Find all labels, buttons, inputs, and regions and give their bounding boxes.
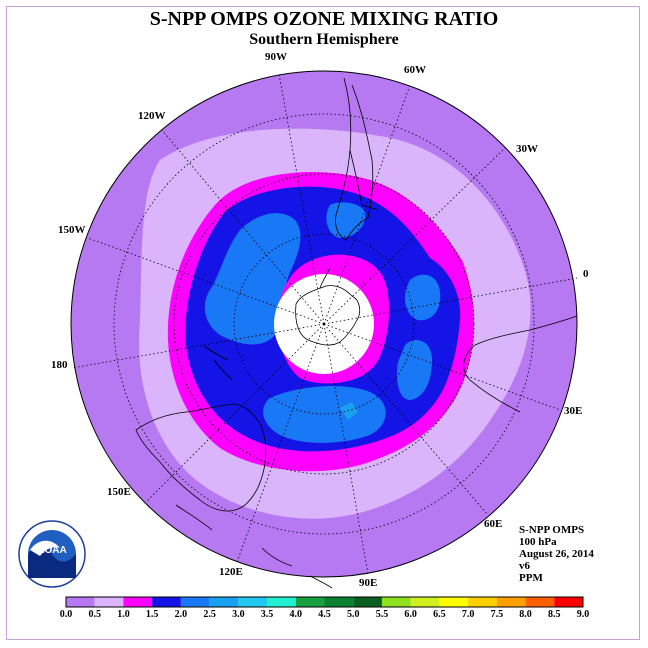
info-block: S-NPP OMPS 100 hPa August 26, 2014 v6 PP…: [519, 524, 594, 584]
lon-label-150w: 150W: [58, 224, 86, 236]
meridian: [71, 323, 325, 369]
colorbar-tick-label: 6.5: [433, 609, 446, 620]
colorbar-tick-label: 0.0: [59, 609, 73, 620]
ozone-band-2.0-east2: [396, 340, 432, 400]
info-date: August 26, 2014: [519, 548, 594, 560]
colorbar-tick-label: 3.5: [260, 609, 274, 620]
colorbar-tick-label: 7.0: [461, 609, 475, 620]
ozone-band-2.5-spot: [340, 402, 358, 420]
colorbar-tick-label: 1.0: [117, 609, 130, 620]
colorbar-swatch: [209, 597, 239, 607]
colorbar-tick-label: 3.0: [232, 609, 245, 620]
latitude-circle: [113, 113, 535, 535]
graticule: [71, 73, 578, 575]
info-pressure-level: 100 hPa: [519, 536, 557, 548]
coastline-antarctica: [295, 285, 361, 346]
colorbar-tick-label: 2.0: [174, 609, 188, 620]
info-instrument: S-NPP OMPS: [519, 524, 585, 536]
ozone-band-2.0-south: [263, 386, 386, 443]
ozone-band-2.0-north: [326, 202, 366, 238]
colorbar-swatch: [295, 597, 325, 607]
map-boundary: [70, 70, 578, 578]
colorbar-swatch: [66, 597, 95, 607]
colorbar-tick-label: 5.5: [375, 609, 389, 620]
colorbar-tick-label: 1.5: [145, 609, 159, 620]
colorbar-tick-label: 2.5: [203, 609, 216, 620]
info-version: v6: [519, 560, 530, 572]
figure-frame: [6, 6, 640, 640]
lon-label-120w: 120W: [138, 110, 166, 122]
coastline-africa: [463, 315, 578, 413]
colorbar-border: [65, 596, 584, 608]
colorbar-swatch: [238, 597, 268, 607]
noaa-logo-text: NOAA: [37, 545, 67, 556]
info-units: PPM: [519, 572, 543, 584]
colorbar-swatch: [123, 597, 153, 607]
ozone-band-2.0-east1: [404, 274, 441, 321]
latitude-circle: [233, 233, 415, 415]
meridian: [323, 323, 561, 411]
coastline-australia: [135, 403, 267, 512]
meridian: [323, 277, 578, 325]
noaa-logo: NOAA: [18, 520, 86, 588]
colorbar-swatch: [439, 597, 469, 607]
coastline-new-zealand: [203, 345, 233, 381]
colorbar-swatch: [525, 597, 555, 607]
colorbar-swatch: [468, 597, 497, 607]
coastline-south-america: [335, 77, 374, 241]
lon-label-150e: 150E: [107, 486, 131, 498]
colorbar-swatch: [554, 597, 583, 607]
colorbar-swatch: [410, 597, 440, 607]
lon-label-120e: 120E: [219, 566, 243, 578]
lon-label-30w: 30W: [516, 143, 538, 155]
colorbar-tick-label: 0.5: [88, 609, 101, 620]
coastlines: [135, 77, 578, 589]
colorbar-swatch: [324, 597, 354, 607]
coastline-antarctic-peninsula: [319, 267, 331, 289]
lon-label-0: 0: [583, 268, 589, 280]
colorbar-swatch: [267, 597, 296, 607]
colorbar-tick-label: 4.5: [318, 609, 331, 620]
ozone-field: [71, 71, 577, 577]
colorbar-tick-label: 8.5: [548, 609, 561, 620]
colorbar-swatch: [94, 597, 124, 607]
lon-label-90w: 90W: [265, 51, 287, 63]
colorbar-swatch: [353, 597, 382, 607]
colorbar-tick-label: 8.0: [519, 609, 532, 620]
lon-label-60w: 60W: [404, 64, 426, 76]
colorbar-tick-label: 9.0: [576, 609, 590, 620]
lon-label-30e: 30E: [564, 405, 583, 417]
colorbar-swatch: [381, 597, 411, 607]
colorbar-tick-label: 7.5: [490, 609, 504, 620]
map-subtitle: Southern Hemisphere: [249, 31, 399, 48]
colorbar-tick-label: 5.0: [346, 609, 360, 620]
colorbar-tick-label: 6.0: [404, 609, 417, 620]
lon-label-90e: 90E: [359, 577, 378, 589]
colorbar-tick-label: 4.0: [289, 609, 303, 620]
lon-label-180: 180: [51, 359, 68, 371]
lon-label-60e: 60E: [484, 518, 503, 530]
coastline-south-america-tip: [349, 149, 379, 211]
map-title: S-NPP OMPS OZONE MIXING RATIO: [149, 8, 499, 30]
colorbar-swatch: [496, 597, 526, 607]
colorbar-swatch: [152, 597, 181, 607]
meridian: [87, 237, 325, 325]
latitude-circle: [173, 173, 475, 475]
colorbar-swatch: [180, 597, 210, 607]
